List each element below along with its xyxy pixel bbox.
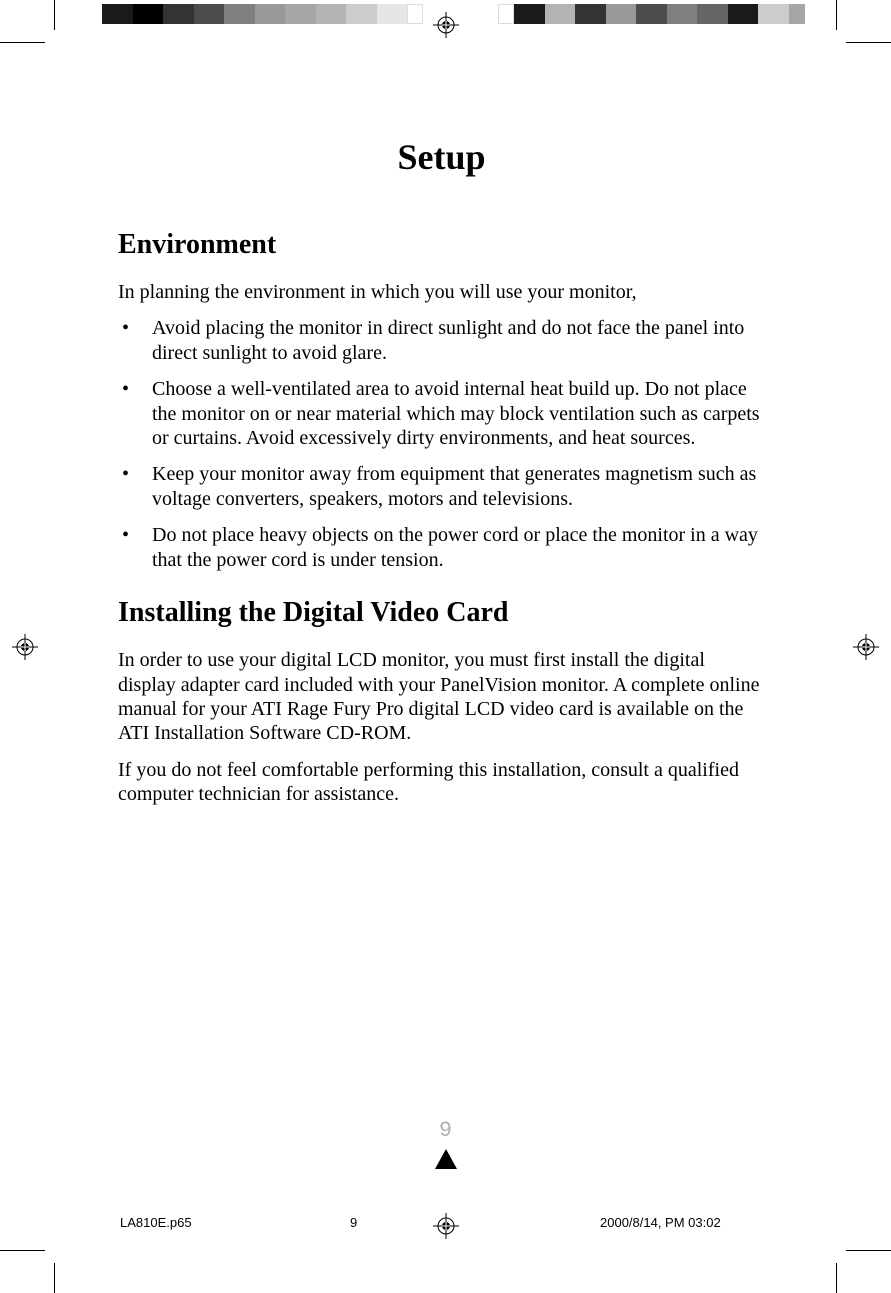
crop-mark bbox=[54, 0, 55, 30]
crop-mark bbox=[846, 1250, 891, 1251]
swatch bbox=[514, 4, 545, 24]
registration-mark-icon bbox=[12, 634, 38, 660]
swatch bbox=[667, 4, 698, 24]
footer-slug: LA810E.p65 9 2000/8/14, PM 03:02 bbox=[120, 1215, 771, 1235]
footer-page-num: 9 bbox=[350, 1215, 357, 1230]
crop-mark bbox=[54, 1263, 55, 1293]
list-item: Keep your monitor away from equipment th… bbox=[118, 462, 765, 511]
install-paragraph-1: In order to use your digital LCD monitor… bbox=[118, 648, 765, 746]
registration-mark-icon bbox=[853, 634, 879, 660]
list-item: Avoid placing the monitor in direct sunl… bbox=[118, 316, 765, 365]
intro-paragraph: In planning the environment in which you… bbox=[118, 280, 765, 304]
footer-date: 2000/8/14, PM 03:02 bbox=[600, 1215, 721, 1230]
list-item: Choose a well-ventilated area to avoid i… bbox=[118, 377, 765, 450]
footer-filename: LA810E.p65 bbox=[120, 1215, 192, 1230]
bullet-text: Avoid placing the monitor in direct sunl… bbox=[152, 317, 744, 363]
section-heading-install: Installing the Digital Video Card bbox=[118, 596, 765, 630]
print-page: Setup Environment In planning the enviro… bbox=[0, 0, 891, 1293]
section-heading-environment: Environment bbox=[118, 228, 765, 262]
bullet-text: Keep your monitor away from equipment th… bbox=[152, 463, 756, 509]
swatch bbox=[163, 4, 194, 24]
swatch bbox=[498, 4, 514, 24]
color-bar-right bbox=[498, 4, 805, 24]
swatch bbox=[789, 4, 805, 24]
page-title: Setup bbox=[118, 136, 765, 180]
crop-mark bbox=[836, 1263, 837, 1293]
crop-mark bbox=[0, 1250, 45, 1251]
environment-bullets: Avoid placing the monitor in direct sunl… bbox=[118, 316, 765, 572]
swatch bbox=[606, 4, 637, 24]
top-printer-marks bbox=[0, 0, 891, 56]
swatch bbox=[255, 4, 286, 24]
swatch bbox=[636, 4, 667, 24]
swatch bbox=[728, 4, 759, 24]
crop-mark bbox=[836, 0, 837, 30]
swatch bbox=[285, 4, 316, 24]
crop-mark bbox=[0, 42, 45, 43]
list-item: Do not place heavy objects on the power … bbox=[118, 523, 765, 572]
swatch bbox=[102, 4, 133, 24]
swatch bbox=[194, 4, 225, 24]
registration-mark-icon bbox=[433, 12, 459, 38]
document-content: Setup Environment In planning the enviro… bbox=[118, 136, 765, 818]
bullet-text: Choose a well-ventilated area to avoid i… bbox=[152, 378, 760, 449]
page-number: 9 bbox=[439, 1118, 452, 1143]
swatch bbox=[133, 4, 164, 24]
swatch bbox=[346, 4, 377, 24]
swatch bbox=[575, 4, 606, 24]
bullet-text: Do not place heavy objects on the power … bbox=[152, 524, 758, 570]
bottom-printer-marks: LA810E.p65 9 2000/8/14, PM 03:02 bbox=[0, 1193, 891, 1293]
swatch bbox=[224, 4, 255, 24]
swatch bbox=[316, 4, 347, 24]
swatch bbox=[758, 4, 789, 24]
swatch bbox=[545, 4, 576, 24]
swatch bbox=[697, 4, 728, 24]
color-bar-left bbox=[102, 4, 423, 24]
swatch bbox=[377, 4, 408, 24]
install-paragraph-2: If you do not feel comfortable performin… bbox=[118, 758, 765, 807]
swatch bbox=[407, 4, 423, 24]
triangle-up-icon bbox=[434, 1148, 458, 1175]
crop-mark bbox=[846, 42, 891, 43]
